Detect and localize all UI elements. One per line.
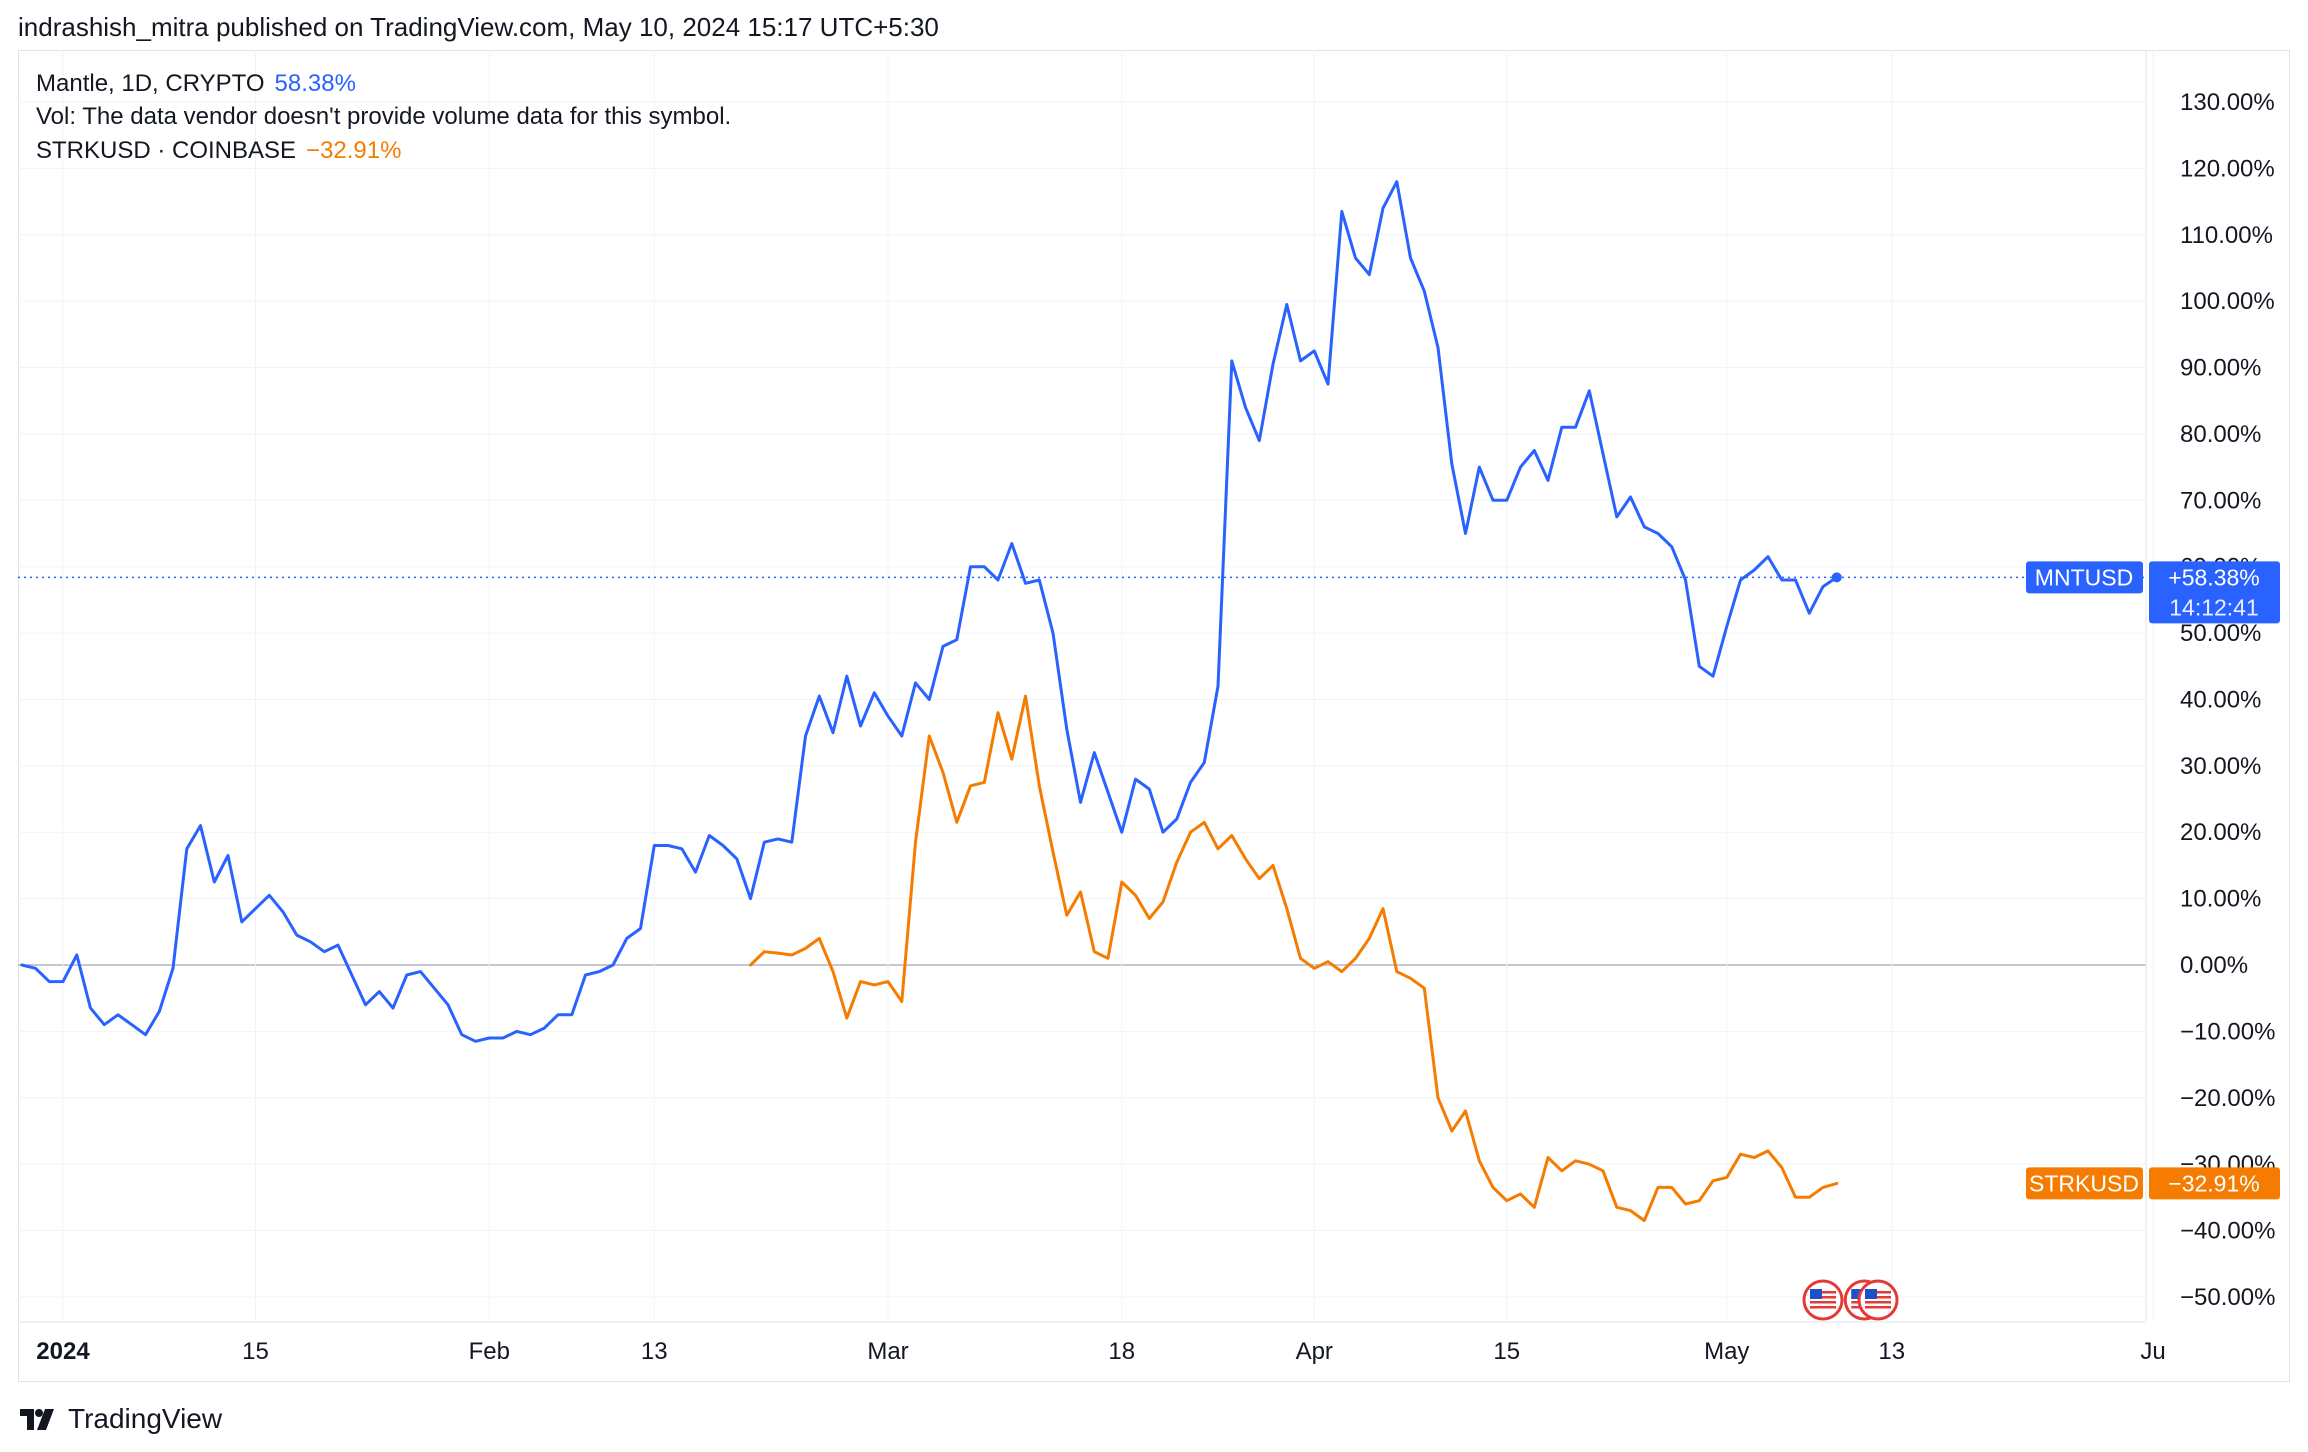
mntusd-countdown: 14:12:41 — [2169, 594, 2259, 620]
y-tick-label: 80.00% — [2180, 421, 2261, 448]
x-tick-label: 18 — [1108, 1338, 1135, 1365]
y-tick-label: 10.00% — [2180, 886, 2261, 913]
y-tick-label: −40.00% — [2180, 1218, 2275, 1245]
y-tick-label: 110.00% — [2180, 222, 2273, 249]
legend-compare-row[interactable]: STRKUSD · COINBASE −32.91% — [36, 137, 401, 165]
y-tick-label: −20.00% — [2180, 1085, 2275, 1112]
x-tick-label: 2024 — [36, 1338, 90, 1365]
strkusd-name-tag — [2026, 1167, 2143, 1200]
mntusd-last-point — [1831, 572, 1842, 583]
chart-frame[interactable] — [18, 50, 2290, 1382]
event-markers — [1802, 1279, 1899, 1321]
x-tick-label: 15 — [1493, 1338, 1520, 1365]
y-tick-label: 40.00% — [2180, 686, 2261, 713]
y-tick-label: 30.00% — [2180, 753, 2261, 780]
x-tick-label: Feb — [469, 1338, 510, 1365]
us-flag-icon — [1857, 1279, 1899, 1321]
price-tags: MNTUSD +58.38% 14:12:41 STRKUSD −32.91% — [2026, 561, 2280, 1200]
y-tick-label: 20.00% — [2180, 819, 2261, 846]
y-tick-label: 100.00% — [2180, 288, 2275, 315]
time-axis: 2024 15 Feb 13 Mar 18 Apr 15 May 13 Ju — [18, 1321, 2166, 1365]
y-tick-label: −10.00% — [2180, 1018, 2275, 1045]
y-tick-label: 70.00% — [2180, 487, 2261, 514]
series-line-mntusd — [20, 180, 1839, 1043]
strkusd-name-label: STRKUSD — [2029, 1170, 2139, 1196]
y-tick-label: 120.00% — [2180, 155, 2275, 182]
x-tick-label: Mar — [867, 1338, 908, 1365]
mntusd-name-label: MNTUSD — [2035, 564, 2133, 590]
x-tick-label: Ju — [2140, 1338, 2165, 1365]
y-tick-label: 90.00% — [2180, 355, 2261, 382]
series-line-strkusd — [749, 694, 1839, 1223]
legend-compare-symbol[interactable]: STRKUSD · COINBASE — [36, 137, 297, 164]
tradingview-logo[interactable]: TradingView — [18, 1403, 222, 1435]
x-tick-label: 13 — [641, 1338, 668, 1365]
strkusd-value-tag — [2149, 1167, 2280, 1200]
us-flag-icon — [1802, 1279, 1844, 1321]
y-tick-label: 130.00% — [2180, 89, 2275, 116]
series-layer — [18, 180, 2146, 1223]
legend-volume-row: Vol: The data vendor doesn't provide vol… — [36, 103, 731, 131]
legend-compare-value: −32.91% — [306, 137, 402, 164]
mntusd-value-tag — [2149, 561, 2280, 624]
mntusd-value-label: +58.38% — [2168, 564, 2259, 590]
x-tick-label: Apr — [1296, 1338, 1333, 1365]
footer-brand: TradingView — [68, 1403, 223, 1434]
publish-note: indrashish_mitra published on TradingVie… — [18, 12, 939, 42]
grid-layer — [18, 50, 2154, 1322]
price-axis: 130.00% 120.00% 110.00% 100.00% 90.00% 80.00%… — [2145, 50, 2275, 1322]
legend-main-value: 58.38% — [274, 70, 356, 97]
y-tick-label: 0.00% — [2180, 952, 2248, 979]
x-tick-label: May — [1704, 1338, 1749, 1365]
x-tick-label: 13 — [1878, 1338, 1905, 1365]
legend-volume-note: Vol: The data vendor doesn't provide vol… — [36, 103, 732, 130]
y-tick-label: −50.00% — [2180, 1284, 2275, 1311]
tradingview-logo-icon — [20, 1409, 54, 1430]
mntusd-name-tag — [2026, 561, 2143, 594]
y-tick-label: 50.00% — [2180, 620, 2261, 647]
legend-main-row[interactable]: Mantle, 1D, CRYPTO 58.38% — [36, 70, 356, 98]
x-tick-label: 15 — [242, 1338, 269, 1365]
legend-main-symbol[interactable]: Mantle, 1D, CRYPTO — [36, 70, 265, 97]
strkusd-value-label: −32.91% — [2168, 1170, 2259, 1196]
